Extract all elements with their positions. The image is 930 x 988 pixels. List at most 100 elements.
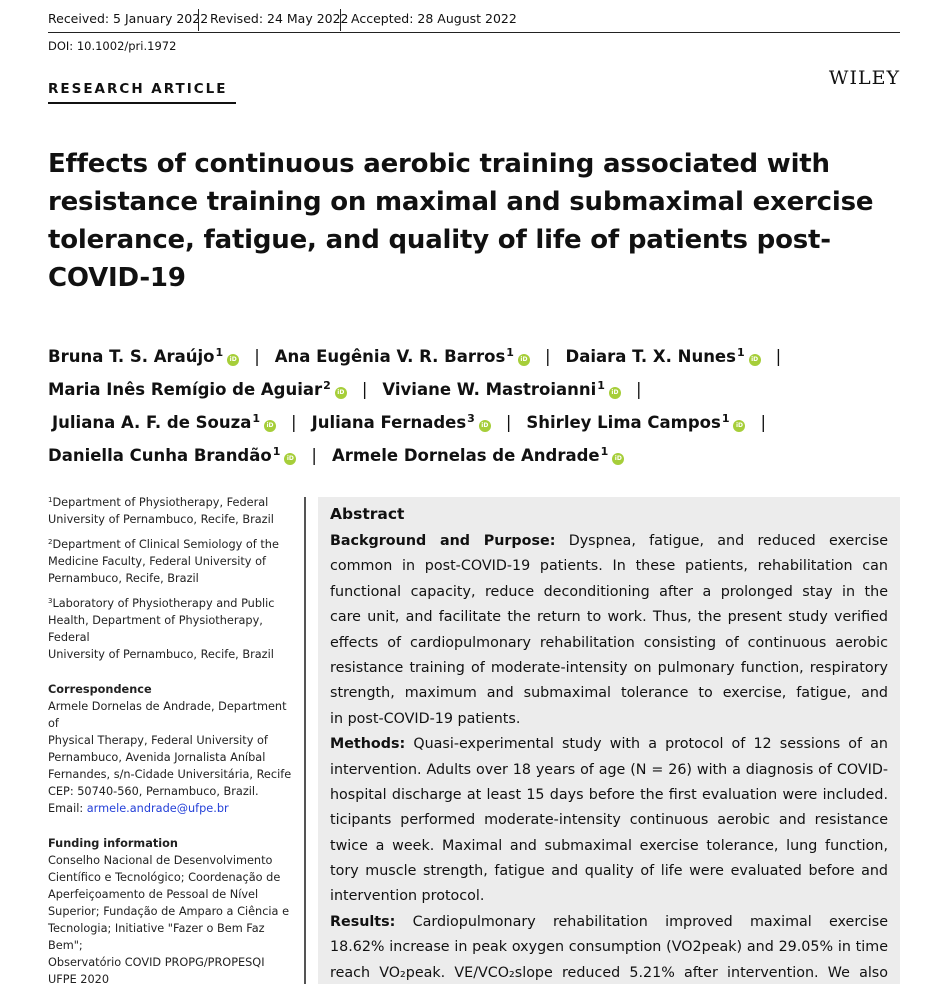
author-line: Maria Inês Remígio de Aguiar2iD | Viviane …: [48, 371, 796, 404]
affiliation-number: 1: [600, 445, 609, 458]
affiliation-text: University of Pernambuco, Recife, Brazil: [48, 648, 274, 661]
affiliation-text: Department of Physiotherapy, Federal: [52, 496, 269, 509]
abstract-text: Dyspnea, fatigue, and reduced exercise t…: [568, 533, 888, 549]
correspondence-line: CEP: 50740-560, Pernambuco, Brazil.: [48, 785, 259, 798]
header-divider: [340, 9, 341, 31]
publisher-logo: WILEY: [828, 67, 900, 89]
author-name[interactable]: Bruna T. S. Araújo: [48, 347, 215, 366]
article-info-column: 1Department of Physiotherapy, Federal Uni…: [48, 492, 298, 988]
author-separator: |: [760, 413, 767, 432]
author-separator: |: [254, 347, 260, 366]
abstract-body: Background and Purpose: Dyspnea, fatigue…: [330, 529, 888, 986]
orcid-icon[interactable]: iD: [227, 354, 240, 366]
author-name[interactable]: Daiara T. X. Nunes: [565, 347, 736, 366]
abstract-text: intervention protocol.: [330, 888, 485, 905]
author-name[interactable]: Juliana A. F. de Souza: [52, 413, 252, 432]
author-line: Daniella Cunha Brandão1iD | Armele Dornela…: [48, 437, 796, 470]
abstract-text: resistance training of moderate-intensit…: [330, 659, 888, 676]
abstract-text: functional capacity, reduce deconditioni…: [330, 583, 888, 600]
affiliation-text: Department of Clinical Semiology of the: [52, 538, 279, 551]
abstract-text: Quasi-experimental study with a protocol…: [413, 736, 888, 753]
affiliation-number: 2: [323, 379, 331, 392]
article-type-underline: [48, 102, 236, 104]
title-line: resistance training on maximal and subma…: [48, 187, 874, 217]
abstract-text: care unit, and facilitate the return to …: [330, 609, 888, 626]
email-label: Email:: [48, 802, 87, 815]
funding-heading: Funding information: [48, 837, 178, 850]
author-name[interactable]: Shirley Lima Campos: [526, 413, 721, 432]
abstract-text: intervention. Adults over 18 years of ag…: [330, 761, 888, 778]
title-line: tolerance, fatigue, and quality of life …: [48, 225, 831, 255]
header-rule: [48, 32, 900, 33]
abstract-text: tory muscle strength, fatigue and qualit…: [330, 863, 888, 880]
correspondence-line: Physical Therapy, Federal University of: [48, 734, 268, 747]
abstract-section-label: Background and Purpose:: [330, 533, 556, 549]
affiliation-line: Medicine Faculty, Federal University of: [48, 553, 298, 570]
abstract-line: effects of cardiopulmonary rehabilitatio…: [330, 631, 888, 656]
correspondence-heading: Correspondence: [48, 683, 152, 696]
author-separator: |: [635, 380, 642, 399]
funding-line: Aperfeiçoamento de Pessoal de Nível: [48, 888, 259, 901]
author-name[interactable]: Daniella Cunha Brandão: [48, 446, 272, 465]
funding-line: Observatório COVID PROPG/PROPESQI: [48, 956, 265, 969]
affiliation-number: 1: [48, 496, 53, 504]
funding-line: Conselho Nacional de Desenvolvimento: [48, 854, 273, 867]
revised-date: Revised: 24 May 2022: [210, 11, 349, 26]
abstract-heading: Abstract: [330, 505, 405, 523]
affiliation-line: Health, Department of Physiotherapy, Fed…: [48, 612, 298, 646]
affiliation-number: 1: [215, 346, 224, 359]
author-line: Juliana A. F. de Souza1iD | Juliana Fernad…: [48, 404, 796, 437]
author-name[interactable]: Ana Eugênia V. R. Barros: [274, 347, 506, 366]
affiliation-text: Pernambuco, Recife, Brazil: [48, 572, 199, 585]
abstract-text: in post-COVID-19 patients.: [330, 710, 521, 727]
abstract-line: 18.62% increase in peak oxygen consumpti…: [330, 935, 888, 960]
abstract-line: Methods: Quasi-experimental study with a…: [330, 732, 888, 757]
affiliation-text: Health, Department of Physiotherapy, Fed…: [48, 614, 263, 644]
abstract-line: hospital discharge at least 15 days befo…: [330, 783, 888, 808]
orcid-icon[interactable]: iD: [608, 387, 621, 399]
abstract-section-label: Methods:: [330, 736, 406, 753]
author-list: Bruna T. S. Araújo1iD | Ana Eugênia V. R. …: [48, 338, 796, 470]
orcid-icon[interactable]: iD: [334, 387, 347, 399]
abstract-line: Background and Purpose: Dyspnea, fatigue…: [330, 529, 888, 554]
affiliation-number: 1: [272, 445, 281, 458]
abstract-line: reach VO₂peak. VE/VCO₂slope reduced 5.21…: [330, 961, 888, 986]
abstract-line: intervention. Adults over 18 years of ag…: [330, 758, 888, 783]
affiliation: 1Department of Physiotherapy, Federal Uni…: [48, 492, 298, 528]
doi[interactable]: DOI: 10.1002/pri.1972: [48, 39, 177, 53]
affiliation-number: 1: [506, 346, 514, 359]
affiliation-number: 1: [736, 346, 745, 359]
author-separator: |: [775, 347, 782, 366]
orcid-icon[interactable]: iD: [733, 420, 746, 432]
email-link[interactable]: armele.andrade@ufpe.br: [86, 802, 229, 815]
correspondence-line: Pernambuco, Avenida Jornalista Aníbal: [48, 751, 266, 764]
abstract-line: Results: Cardiopulmonary rehabilitation …: [330, 910, 888, 935]
orcid-icon[interactable]: iD: [612, 453, 625, 465]
affiliation-line: University of Pernambuco, Recife, Brazil: [48, 646, 298, 663]
abstract-box: Abstract Background and Purpose: Dyspnea…: [318, 497, 900, 984]
author-name[interactable]: Armele Dornelas de Andrade: [331, 446, 600, 465]
article-type: RESEARCH ARTICLE: [48, 81, 228, 97]
affiliation-number: 1: [721, 412, 730, 425]
orcid-icon[interactable]: iD: [748, 354, 761, 366]
affiliation-number: 3: [48, 597, 53, 605]
abstract-line: intervention protocol.: [330, 884, 888, 909]
affiliation-text: Medicine Faculty, Federal University of: [48, 555, 266, 568]
affiliation: 3Laboratory of Physiotherapy and Public H…: [48, 593, 298, 663]
author-separator: |: [505, 413, 512, 432]
funding-line: Superior; Fundação de Amparo a Ciência e: [48, 905, 290, 918]
abstract-text: effects of cardiopulmonary rehabilitatio…: [330, 634, 888, 651]
abstract-side-rule: [304, 497, 306, 984]
orcid-icon[interactable]: iD: [517, 354, 530, 366]
orcid-icon[interactable]: iD: [284, 453, 297, 465]
author-name[interactable]: Viviane W. Mastroianni: [382, 380, 597, 399]
affiliation-number: 2: [48, 538, 53, 546]
funding-line: Científico e Tecnológico; Coordenação de: [48, 871, 281, 884]
author-name[interactable]: Maria Inês Remígio de Aguiar: [48, 380, 323, 399]
orcid-icon[interactable]: iD: [264, 420, 277, 432]
orcid-icon[interactable]: iD: [478, 420, 491, 432]
header-divider: [198, 9, 199, 31]
affiliation-line: Pernambuco, Recife, Brazil: [48, 570, 298, 587]
author-name[interactable]: Juliana Fernades: [311, 413, 467, 432]
abstract-text: common in post-COVID-19 patients. In the…: [330, 558, 888, 575]
